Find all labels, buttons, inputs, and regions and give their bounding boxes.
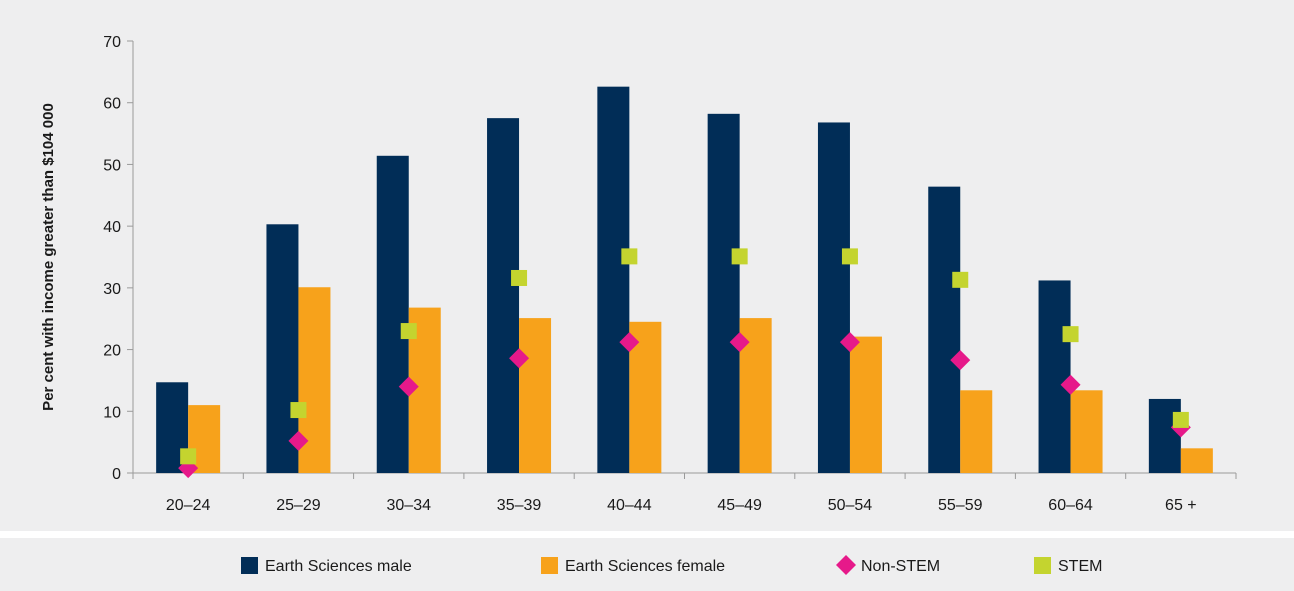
non-stem-point bbox=[398, 376, 419, 397]
legend-panel: Earth Sciences male Earth Sciences female… bbox=[0, 538, 1294, 591]
bar-male bbox=[376, 155, 409, 473]
x-tick-label: 20–24 bbox=[166, 497, 211, 514]
stem-point bbox=[952, 271, 969, 288]
x-tick-label: 25–29 bbox=[276, 497, 321, 514]
bar-male bbox=[1148, 398, 1181, 473]
stem-point bbox=[731, 248, 748, 265]
x-tick-label: 30–34 bbox=[387, 497, 432, 514]
bar-female bbox=[629, 321, 662, 473]
x-tick-label: 65 + bbox=[1165, 497, 1197, 514]
y-tick-label: 40 bbox=[103, 219, 121, 236]
stem-point bbox=[621, 248, 638, 265]
non-stem-point bbox=[509, 348, 530, 369]
legend-swatch-earth-sciences-male bbox=[241, 557, 258, 574]
bar-male bbox=[1038, 280, 1071, 473]
y-tick-label: 50 bbox=[103, 157, 121, 174]
x-tick-label: 45–49 bbox=[717, 497, 762, 514]
x-tick-label: 35–39 bbox=[497, 497, 542, 514]
legend-label-stem: STEM bbox=[1058, 558, 1102, 575]
bar-male bbox=[928, 186, 961, 473]
bar-female bbox=[960, 390, 993, 473]
bar-female bbox=[849, 336, 882, 473]
non-stem-point bbox=[950, 350, 971, 371]
chart-legend: Earth Sciences male Earth Sciences female… bbox=[241, 555, 1102, 575]
non-stem-point bbox=[288, 430, 309, 451]
x-tick-label: 55–59 bbox=[938, 497, 983, 514]
stem-point bbox=[290, 402, 307, 419]
legend-swatch-earth-sciences-female bbox=[541, 557, 558, 574]
bar-female bbox=[1180, 448, 1213, 473]
y-axis-title: Per cent with income greater than $104 0… bbox=[40, 103, 57, 411]
non-stem-point bbox=[619, 332, 640, 353]
y-tick-label: 30 bbox=[103, 281, 121, 298]
stem-point bbox=[1062, 326, 1079, 343]
legend-label-earth-sciences-male: Earth Sciences male bbox=[265, 558, 412, 575]
bar-male bbox=[817, 122, 850, 473]
non-stem-point bbox=[729, 332, 750, 353]
y-tick-label: 60 bbox=[103, 96, 121, 113]
bar-male bbox=[487, 118, 520, 474]
bar-male bbox=[266, 224, 299, 473]
y-tick-label: 20 bbox=[103, 343, 121, 360]
non-stem-point bbox=[839, 332, 860, 353]
stem-point bbox=[841, 248, 858, 265]
bar-female bbox=[1070, 390, 1103, 473]
bar-male bbox=[597, 86, 630, 473]
y-tick-label: 0 bbox=[112, 466, 121, 483]
stem-point bbox=[400, 323, 417, 340]
legend-label-earth-sciences-female: Earth Sciences female bbox=[565, 558, 725, 575]
x-tick-label: 40–44 bbox=[607, 497, 652, 514]
non-stem-point bbox=[1060, 374, 1081, 395]
legend-swatch-non-stem bbox=[836, 555, 856, 575]
stem-point bbox=[1172, 411, 1189, 428]
stem-point bbox=[180, 448, 197, 465]
y-tick-label: 70 bbox=[103, 34, 121, 51]
legend-swatch-stem bbox=[1034, 557, 1051, 574]
chart-plot: 0 10 20 30 40 50 60 70 20–24 25–29 30–34 35–39 40–44… bbox=[40, 34, 1237, 514]
bar-male bbox=[707, 113, 740, 473]
x-tick-label: 60–64 bbox=[1048, 497, 1093, 514]
legend-label-non-stem: Non-STEM bbox=[861, 558, 940, 575]
stem-point bbox=[511, 269, 528, 286]
y-tick-label: 10 bbox=[103, 404, 121, 421]
bar-female bbox=[519, 318, 552, 473]
x-tick-label: 50–54 bbox=[828, 497, 873, 514]
chart-panel: 0 10 20 30 40 50 60 70 20–24 25–29 30–34 35–39 40–44… bbox=[0, 0, 1294, 531]
